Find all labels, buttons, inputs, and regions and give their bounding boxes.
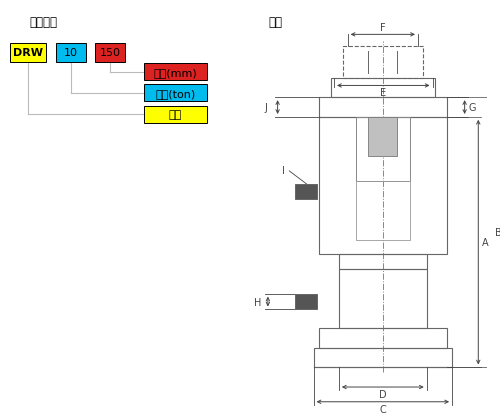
Bar: [295, 184, 316, 200]
Text: D: D: [379, 389, 386, 399]
Text: 型号: 型号: [168, 110, 182, 120]
Bar: [356, 118, 410, 181]
Bar: [318, 328, 447, 348]
Bar: [318, 118, 447, 255]
FancyBboxPatch shape: [144, 106, 207, 123]
Text: 行程(mm): 行程(mm): [154, 68, 197, 78]
FancyBboxPatch shape: [56, 43, 86, 63]
Bar: [368, 118, 398, 157]
Bar: [356, 181, 410, 240]
Text: E: E: [380, 88, 386, 98]
FancyBboxPatch shape: [95, 43, 125, 63]
Bar: [314, 348, 452, 368]
Text: I: I: [282, 166, 285, 176]
Text: F: F: [380, 24, 386, 33]
Text: 载荷(ton): 载荷(ton): [155, 89, 196, 99]
Text: G: G: [468, 103, 476, 113]
Text: H: H: [254, 297, 262, 307]
Text: B: B: [495, 228, 500, 238]
Bar: [339, 270, 426, 328]
FancyBboxPatch shape: [144, 64, 207, 81]
Bar: [318, 98, 447, 118]
Text: J: J: [264, 103, 267, 113]
Bar: [331, 78, 436, 98]
FancyBboxPatch shape: [144, 85, 207, 102]
Text: DRW: DRW: [13, 48, 43, 58]
Text: 150: 150: [100, 48, 120, 58]
FancyBboxPatch shape: [10, 43, 46, 63]
Bar: [343, 47, 423, 78]
Text: 10: 10: [64, 48, 78, 58]
Text: 型号说明: 型号说明: [30, 16, 58, 29]
Text: C: C: [380, 404, 386, 413]
Text: 尺寸: 尺寸: [268, 16, 282, 29]
Text: A: A: [482, 237, 489, 247]
Bar: [295, 294, 316, 310]
Bar: [339, 255, 426, 270]
